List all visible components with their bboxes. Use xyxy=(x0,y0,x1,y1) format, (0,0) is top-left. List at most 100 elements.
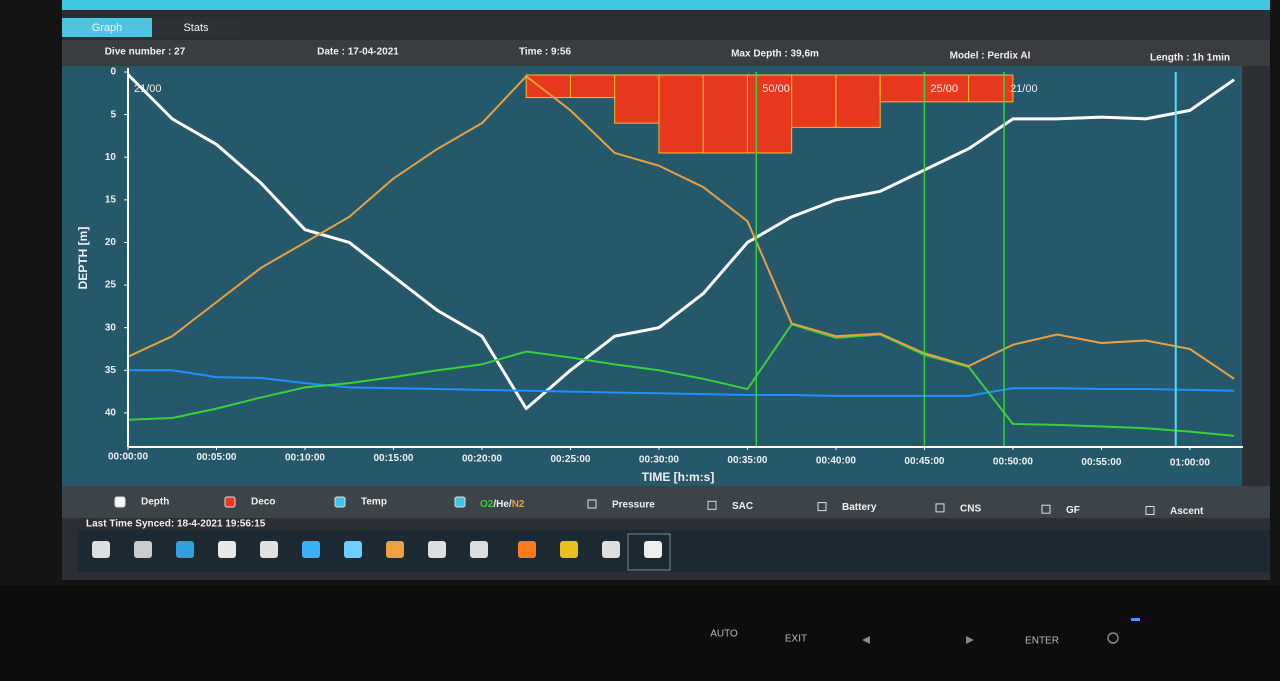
x-tick-label: 00:20:00 xyxy=(462,454,502,465)
deco-block xyxy=(879,74,925,103)
x-tick-label: 00:05:00 xyxy=(196,452,236,463)
option-label[interactable]: CNS xyxy=(960,504,981,515)
y-tick-label: 30 xyxy=(105,322,117,333)
legend-checkbox[interactable] xyxy=(334,496,346,508)
dive-time: Time : 9:56 xyxy=(519,47,571,58)
series-line xyxy=(127,323,1235,437)
deco-block xyxy=(791,74,837,128)
taskbar-icon[interactable] xyxy=(260,541,278,558)
monitor-lower-bezel xyxy=(0,585,1280,681)
title-bar xyxy=(62,0,1270,10)
monitor-button[interactable]: AUTO xyxy=(710,629,738,640)
tab-label[interactable]: Graph xyxy=(92,22,123,34)
series-line xyxy=(128,369,1235,397)
x-axis-title: TIME [h:m:s] xyxy=(642,470,715,484)
x-tick-label: 00:50:00 xyxy=(993,457,1033,468)
taskbar-icon[interactable] xyxy=(470,541,488,558)
option-label[interactable]: SAC xyxy=(732,501,753,512)
option-label[interactable]: Pressure xyxy=(612,500,655,511)
monitor-button[interactable]: EXIT xyxy=(785,634,807,645)
deco-block xyxy=(968,74,1014,103)
taskbar-icon[interactable] xyxy=(560,541,578,558)
taskbar-icon[interactable] xyxy=(644,541,662,558)
model: Model : Perdix AI xyxy=(950,51,1031,62)
gas-switch-label: 21/00 xyxy=(134,83,162,95)
x-tick-label: 00:35:00 xyxy=(727,455,767,466)
x-tick-label: 00:40:00 xyxy=(816,456,856,467)
option-checkbox[interactable] xyxy=(817,502,827,512)
tab-label[interactable]: Stats xyxy=(183,22,209,34)
gas-switch-label: 21/00 xyxy=(1010,83,1038,95)
dive-length: Length : 1h 1min xyxy=(1150,53,1230,64)
option-checkbox[interactable] xyxy=(935,503,945,513)
taskbar-icon[interactable] xyxy=(92,541,110,558)
taskbar-icon[interactable] xyxy=(602,541,620,558)
tab-graph[interactable] xyxy=(62,18,152,37)
x-tick-label: 00:10:00 xyxy=(285,453,325,464)
x-tick-label: 00:15:00 xyxy=(373,453,413,464)
y-tick-label: 25 xyxy=(105,280,117,291)
gas-switch-label: 25/00 xyxy=(930,83,958,95)
dive-date: Date : 17-04-2021 xyxy=(317,47,399,58)
legend-label-part: O2 xyxy=(480,499,494,510)
power-icon[interactable] xyxy=(1107,632,1119,644)
option-label[interactable]: Ascent xyxy=(1170,506,1204,517)
taskbar-icon[interactable] xyxy=(428,541,446,558)
legend-label[interactable]: Deco xyxy=(251,497,275,508)
taskbar-icon[interactable] xyxy=(386,541,404,558)
taskbar-active xyxy=(627,533,671,571)
y-tick-label: 20 xyxy=(105,237,117,248)
taskbar-icon[interactable] xyxy=(218,541,236,558)
taskbar xyxy=(78,530,1270,572)
deco-block xyxy=(923,74,970,103)
option-label[interactable]: GF xyxy=(1066,505,1080,516)
legend-label-part: /He/ xyxy=(493,499,512,510)
x-tick-label: 00:00:00 xyxy=(108,452,148,463)
y-tick-label: 15 xyxy=(105,194,117,205)
legend-label[interactable]: O2/He/N2 xyxy=(480,499,525,510)
left-arrow-icon[interactable] xyxy=(862,636,870,644)
taskbar-icon[interactable] xyxy=(344,541,362,558)
option-checkbox[interactable] xyxy=(1145,506,1155,515)
y-tick-label: 10 xyxy=(105,152,117,163)
deco-block xyxy=(702,74,748,154)
legend-bar xyxy=(62,486,1270,518)
header-bar xyxy=(62,40,1270,66)
legend-checkbox[interactable] xyxy=(114,496,126,508)
right-arrow-icon[interactable] xyxy=(966,636,974,644)
series-line xyxy=(127,75,1235,380)
x-tick-label: 00:55:00 xyxy=(1081,457,1121,468)
x-tick-label: 01:00:00 xyxy=(1170,458,1210,469)
power-led xyxy=(1131,618,1140,621)
legend-label[interactable]: Temp xyxy=(361,497,387,508)
y-tick-label: 35 xyxy=(105,365,117,376)
max-depth: Max Depth : 39,6m xyxy=(731,49,819,60)
option-checkbox[interactable] xyxy=(1041,504,1051,514)
option-checkbox[interactable] xyxy=(587,499,597,509)
legend-checkbox[interactable] xyxy=(224,496,236,508)
deco-block xyxy=(746,74,793,154)
legend-checkbox[interactable] xyxy=(454,496,466,508)
taskbar-icon[interactable] xyxy=(134,541,152,558)
y-tick-label: 5 xyxy=(110,109,116,120)
y-axis-title: DEPTH [m] xyxy=(76,227,90,290)
legend-label[interactable]: Depth xyxy=(141,497,169,508)
legend-label-part: N2 xyxy=(512,499,525,510)
taskbar-icon[interactable] xyxy=(176,541,194,558)
x-tick-label: 00:25:00 xyxy=(550,454,590,465)
deco-block xyxy=(569,74,616,99)
taskbar-icon[interactable] xyxy=(518,541,536,558)
gas-switch-label: 50/00 xyxy=(762,83,790,95)
x-tick-label: 00:45:00 xyxy=(904,456,944,467)
series-line xyxy=(126,73,1236,411)
monitor-button[interactable]: ENTER xyxy=(1025,636,1059,647)
option-label[interactable]: Battery xyxy=(842,502,877,513)
tab-stats[interactable] xyxy=(152,18,240,37)
option-checkbox[interactable] xyxy=(707,500,717,510)
deco-block xyxy=(614,74,660,124)
taskbar-icon[interactable] xyxy=(302,541,320,558)
dive-number: Dive number : 27 xyxy=(105,47,186,58)
deco-block xyxy=(835,74,881,128)
